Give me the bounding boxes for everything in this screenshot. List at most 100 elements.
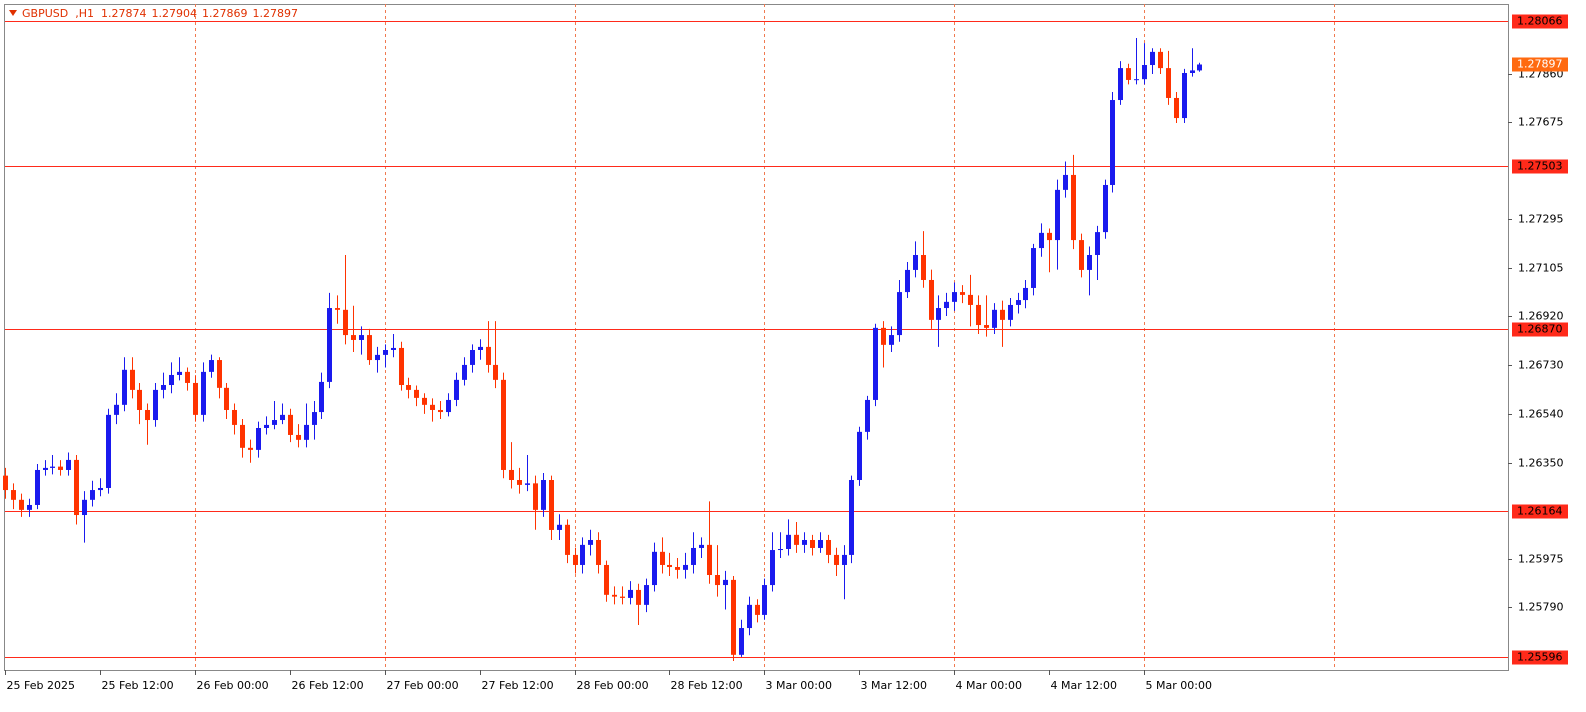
last-close: 1.27897 [253, 7, 299, 20]
candle-body [707, 544, 712, 576]
x-tick-label: 27 Feb 00:00 [387, 679, 459, 692]
candle-body [636, 589, 641, 605]
candle-body [248, 447, 253, 450]
candle-body [755, 604, 760, 615]
candle-body [1016, 300, 1021, 305]
collapse-arrow [9, 10, 17, 16]
last-open: 1.27874 [101, 7, 147, 20]
level-label-box [1512, 14, 1568, 29]
candle-body [1000, 309, 1005, 320]
x-tick-label: 4 Mar 00:00 [956, 679, 1022, 692]
candle-body [952, 292, 957, 302]
candle-body [153, 389, 158, 421]
candle-body [201, 371, 206, 415]
candle-body [604, 564, 609, 595]
candle-body [1047, 232, 1052, 241]
y-tick-label: 1.25790 [1518, 601, 1564, 614]
candle-body [683, 564, 688, 570]
candle-body [905, 269, 910, 293]
candle-body [161, 385, 166, 390]
y-tick-label: 1.26730 [1518, 359, 1564, 372]
y-tick-label: 1.27295 [1518, 213, 1564, 226]
level-label: 1.26870 [1517, 323, 1563, 336]
candle-body [715, 575, 720, 586]
candle-body [264, 424, 269, 429]
candle-body [984, 325, 989, 328]
candle-body [335, 308, 340, 310]
candle-body [873, 327, 878, 400]
candle-body [834, 554, 839, 565]
candle-body [272, 420, 277, 425]
candle-body [224, 387, 229, 410]
candle-body [1174, 97, 1179, 119]
candle-body [351, 335, 356, 340]
level-label-box [1512, 504, 1568, 519]
candle-body [327, 308, 332, 382]
candle-body [90, 490, 95, 500]
candle-body [296, 434, 301, 440]
candle-body [762, 585, 767, 615]
candle-body [430, 404, 435, 410]
candle-body [209, 360, 214, 372]
candle-body [1039, 232, 1044, 249]
candle-body [929, 279, 934, 320]
candle-body [620, 596, 625, 598]
candle-body [675, 567, 680, 570]
candle-body [1197, 64, 1202, 71]
candle-body [913, 255, 918, 270]
candle-body [122, 369, 127, 405]
candle-body [992, 309, 997, 328]
candle-body [842, 554, 847, 565]
candle-body [454, 379, 459, 400]
candle-body [343, 309, 348, 336]
x-tick-label: 28 Feb 00:00 [577, 679, 649, 692]
candle-body [375, 354, 380, 361]
candle-body [699, 544, 704, 548]
candle-body [367, 335, 372, 361]
candle-body [359, 335, 364, 340]
candle-body [1142, 65, 1147, 80]
candle-body [27, 504, 32, 510]
candle-body [976, 304, 981, 326]
candle-body [478, 346, 483, 351]
candle-body [1023, 287, 1028, 301]
candle-body [446, 399, 451, 413]
candle-body [1166, 68, 1171, 98]
candle-body [145, 409, 150, 421]
current-price-label: 1.27897 [1517, 58, 1563, 71]
candle-body [1182, 72, 1187, 119]
candle-body [794, 534, 799, 545]
x-tick-label: 26 Feb 12:00 [292, 679, 364, 692]
candle-body [1079, 240, 1084, 270]
x-tick-label: 3 Mar 12:00 [861, 679, 927, 692]
x-tick-label: 28 Feb 12:00 [671, 679, 743, 692]
candle-body [731, 579, 736, 655]
y-tick-label: 1.26920 [1518, 310, 1564, 323]
candle-body [383, 350, 388, 355]
x-tick-label: 5 Mar 00:00 [1146, 679, 1212, 692]
candle-body [82, 499, 87, 516]
candle-body [770, 550, 775, 586]
candle-body [391, 347, 396, 351]
candle-body [1031, 248, 1036, 288]
candle-body [897, 292, 902, 336]
candle-body [217, 360, 222, 388]
candle-body [889, 335, 894, 345]
candle-body [1055, 189, 1060, 241]
candle-body [422, 397, 427, 405]
candle-body [1118, 68, 1123, 101]
level-label: 1.28066 [1517, 15, 1563, 28]
candle-body [1150, 51, 1155, 66]
candle-body [826, 539, 831, 555]
candle-body [414, 389, 419, 398]
candle-body [177, 371, 182, 375]
candle-body [667, 564, 672, 568]
candle-body [58, 466, 63, 470]
candle-body [525, 483, 530, 485]
candle-body [1103, 184, 1108, 233]
candle-body [1190, 70, 1195, 73]
candle-body [596, 539, 601, 565]
candle-body [944, 301, 949, 309]
candle-body [319, 381, 324, 413]
